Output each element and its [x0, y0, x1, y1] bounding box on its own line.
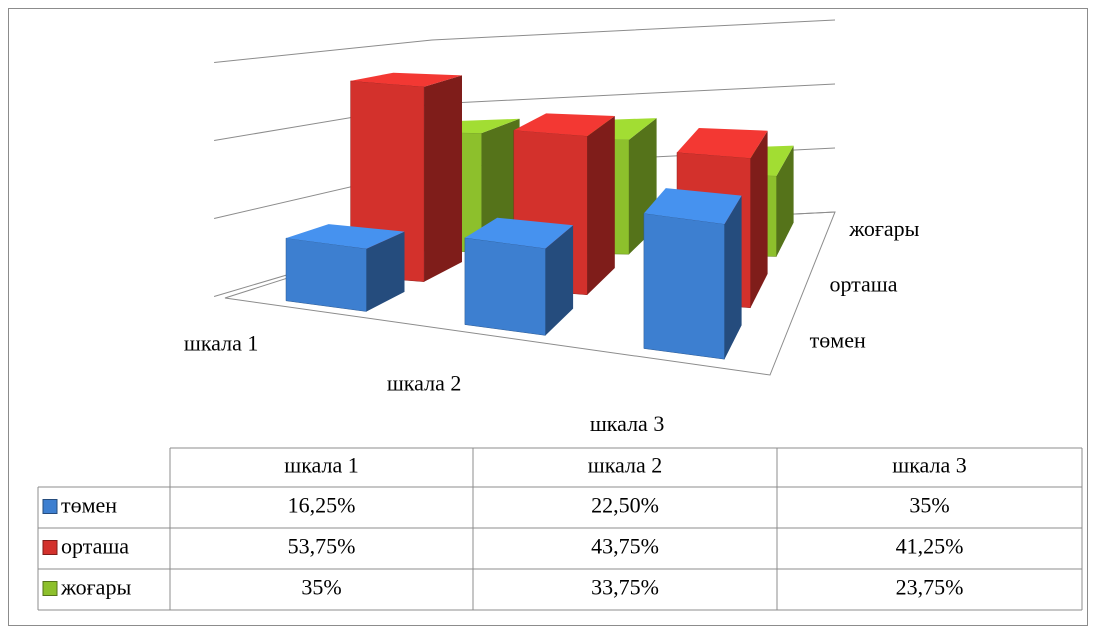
bar-top [464, 217, 574, 249]
bar-side [366, 231, 405, 312]
bar-top [643, 188, 742, 225]
legend-label: жоғары [60, 575, 131, 600]
table-cell: 53,75% [288, 534, 356, 559]
bar-top [677, 128, 768, 159]
bar-side [545, 225, 574, 336]
bar-front [285, 237, 367, 312]
bar-front [464, 237, 546, 336]
bar-side [424, 75, 462, 282]
legend-label: орташа [61, 534, 129, 559]
depth-tick-label: орташа [829, 272, 897, 297]
x-tick-label: шкала 3 [590, 411, 665, 436]
bar [285, 224, 405, 312]
bar-top [286, 224, 405, 249]
x-tick-label: шкала 2 [387, 371, 462, 396]
bar-front [643, 213, 725, 360]
legend-key [42, 499, 58, 514]
table-cell: 43,75% [591, 534, 659, 559]
x-tick-label: шкала 1 [184, 330, 259, 355]
data-table: шкала 1 шкала 2 шкала 3 төмен 16,25% 22,50% 35… [37, 447, 1083, 611]
bar-side [587, 116, 615, 295]
grid-line [214, 19, 836, 63]
table-header: шкала 1 [284, 453, 359, 478]
table-cell: 33,75% [591, 575, 659, 600]
bar-side [776, 145, 794, 257]
legend-key [42, 540, 58, 555]
table-cell: 41,25% [896, 534, 964, 559]
table-header: шкала 3 [892, 453, 967, 478]
table-cell: 35% [909, 493, 949, 518]
bar [643, 188, 742, 360]
table-header: шкала 2 [588, 453, 663, 478]
legend-label: төмен [61, 493, 117, 518]
depth-tick-label: төмен [810, 327, 866, 352]
bar [464, 217, 574, 336]
table-cell: 22,50% [591, 493, 659, 518]
bar-top [350, 72, 462, 87]
table-cell: 35% [301, 575, 341, 600]
bar-top [513, 113, 615, 137]
bar-side [724, 195, 742, 360]
bar-side [750, 130, 768, 308]
depth-tick-label: жоғары [848, 216, 919, 241]
legend-key [42, 581, 58, 596]
bar-side [481, 118, 520, 252]
table-cell: 23,75% [896, 575, 964, 600]
table-cell: 16,25% [288, 493, 356, 518]
